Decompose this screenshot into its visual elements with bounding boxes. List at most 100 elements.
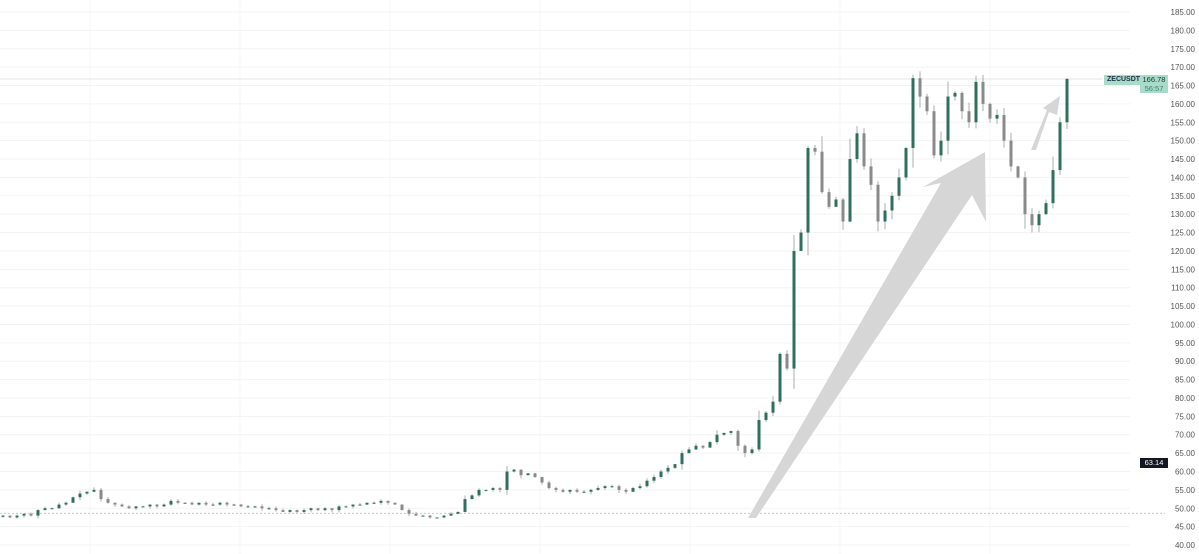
candle <box>547 480 551 490</box>
candle <box>953 90 957 101</box>
candle-body <box>113 502 117 505</box>
candle-body <box>428 515 432 518</box>
candle <box>15 514 19 519</box>
candle <box>673 463 677 470</box>
y-tick-label: 160.00 <box>1171 100 1196 109</box>
candle <box>575 488 579 493</box>
candle <box>561 488 565 493</box>
last-price: 166.78 <box>1142 75 1166 84</box>
candle <box>512 468 516 473</box>
candle <box>400 504 404 511</box>
trend-arrow-large <box>748 152 986 518</box>
candle-body <box>309 508 313 511</box>
candle <box>603 484 607 490</box>
candle <box>526 473 530 476</box>
candle-body <box>771 401 775 413</box>
candle <box>36 509 40 519</box>
candle-body <box>995 114 999 119</box>
y-tick-label: 80.00 <box>1175 394 1196 403</box>
candle <box>946 81 950 155</box>
candle-body <box>799 232 803 251</box>
candle-body <box>316 508 320 511</box>
candle <box>813 145 817 156</box>
candle-body <box>71 497 75 503</box>
candle-body <box>78 493 82 498</box>
y-tick-label: 70.00 <box>1175 431 1196 440</box>
candle <box>869 158 873 190</box>
candle-body <box>295 510 299 512</box>
candle <box>239 503 243 507</box>
candle-body <box>379 500 383 503</box>
candle <box>477 488 481 497</box>
candle-body <box>99 489 103 500</box>
candle <box>897 168 901 201</box>
candle <box>687 447 691 454</box>
candle <box>785 350 789 371</box>
candle <box>463 495 467 513</box>
y-tick-label: 40.00 <box>1175 541 1196 550</box>
candle <box>64 501 68 506</box>
candle-body <box>855 133 859 160</box>
candle-body <box>512 469 516 472</box>
candle-body <box>960 92 964 112</box>
candle <box>694 443 698 451</box>
candle <box>85 491 89 495</box>
candle <box>1023 171 1027 229</box>
candle-body <box>386 500 390 503</box>
candle <box>141 505 145 508</box>
candle <box>1058 117 1062 175</box>
candle-body <box>659 471 663 478</box>
candle <box>491 486 495 492</box>
candle-body <box>645 480 649 487</box>
candle-body <box>435 517 439 519</box>
candle-body <box>190 502 194 505</box>
candle <box>981 74 985 111</box>
candle-body <box>8 515 12 518</box>
y-tick-label: 75.00 <box>1175 412 1196 421</box>
candle <box>414 511 418 516</box>
candle <box>855 126 859 163</box>
y-tick-label: 185.00 <box>1171 8 1196 17</box>
candle-body <box>64 502 68 505</box>
candle-body <box>50 508 54 510</box>
candle-body <box>85 491 89 494</box>
candle-body <box>22 513 26 516</box>
candle-body <box>498 488 502 490</box>
candle-body <box>127 506 131 509</box>
candle-body <box>897 177 901 196</box>
candle-body <box>876 184 880 222</box>
candle <box>232 503 236 506</box>
y-tick-label: 55.00 <box>1175 486 1196 495</box>
candle <box>113 502 117 507</box>
y-tick-label: 50.00 <box>1175 504 1196 513</box>
candle-body <box>1016 166 1020 178</box>
candle <box>729 430 733 435</box>
candle-body <box>806 148 810 233</box>
y-tick-label: 95.00 <box>1175 339 1196 348</box>
candle <box>701 445 705 450</box>
candle <box>449 511 453 516</box>
candle <box>1065 78 1069 130</box>
candle-body <box>526 473 530 476</box>
candle-body <box>862 133 866 167</box>
candle <box>127 505 131 510</box>
candle <box>302 508 306 514</box>
y-tick-label: 150.00 <box>1171 137 1196 146</box>
candle-body <box>904 148 908 178</box>
candle <box>22 513 26 518</box>
candle-body <box>1 515 5 517</box>
candle-body <box>624 489 628 492</box>
candle <box>631 486 635 492</box>
candle <box>211 502 215 506</box>
candle <box>71 496 75 503</box>
candle-body <box>652 477 656 481</box>
y-tick-label: 135.00 <box>1171 192 1196 201</box>
y-tick-label: 130.00 <box>1171 210 1196 219</box>
candle-body <box>589 489 593 492</box>
y-tick-label: 90.00 <box>1175 357 1196 366</box>
candle <box>610 484 614 489</box>
candle <box>799 229 803 252</box>
candle-body <box>729 431 733 433</box>
candle-body <box>323 508 327 511</box>
